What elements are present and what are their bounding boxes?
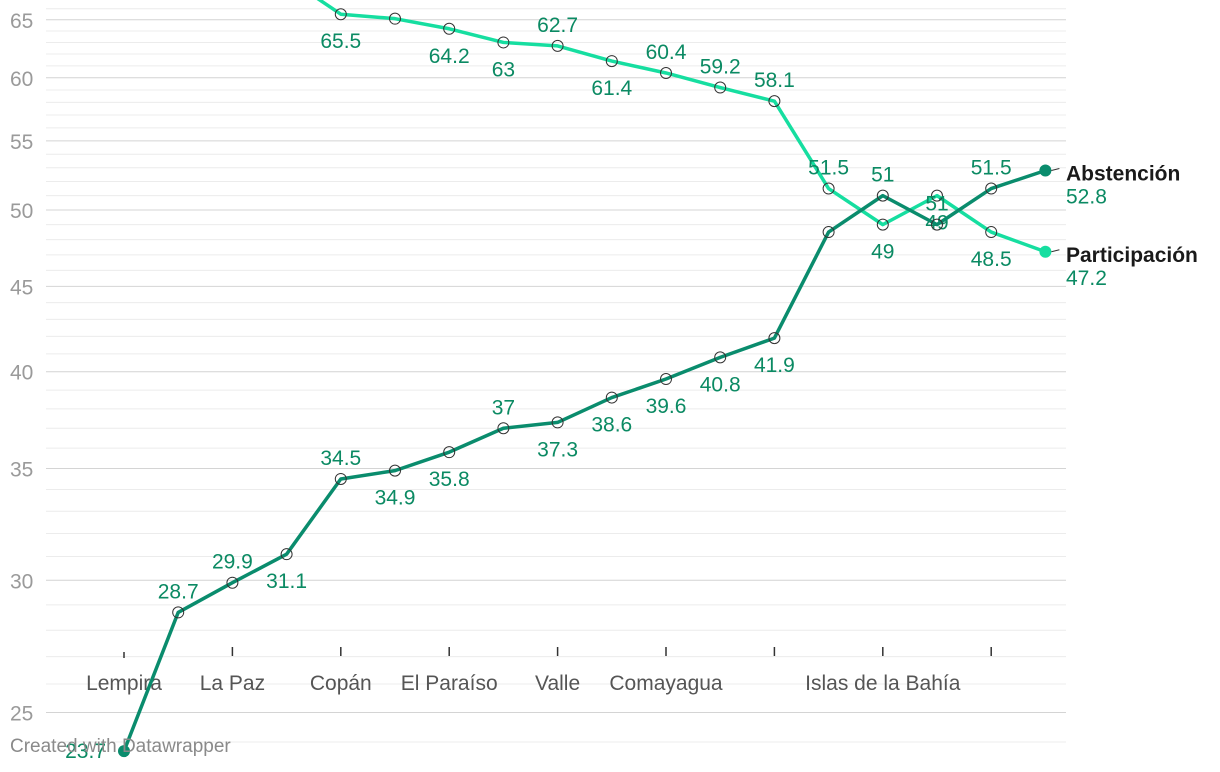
data-point [389, 12, 401, 25]
data-point [551, 39, 564, 52]
data-label: 38.6 [591, 414, 632, 437]
data-label: 41.9 [754, 354, 795, 377]
data-point [226, 576, 239, 589]
series-participación: 76.371.370.168.965.564.26362.761.460.459… [212, 0, 1198, 290]
data-label: 48.5 [971, 248, 1012, 271]
data-point [334, 472, 347, 485]
data-label: 37.3 [537, 438, 578, 461]
data-label: 65.5 [320, 30, 361, 53]
data-point [551, 416, 564, 429]
data-point [660, 373, 672, 386]
data-point [876, 189, 889, 202]
data-label: 35.8 [429, 468, 470, 491]
data-point [1039, 164, 1052, 177]
data-point [931, 189, 943, 202]
data-point [1039, 245, 1052, 258]
data-point [605, 55, 618, 68]
data-label: 60.4 [646, 41, 687, 64]
data-point [118, 745, 130, 758]
data-point [822, 182, 835, 195]
series-abstención: 23.7 28.7 29.9 31.1 34.5 34.9 35.8 37 37.3 38.6 39… [65, 157, 1180, 764]
series-line [316, 0, 1046, 254]
data-point [985, 226, 998, 239]
y-tick-label: 60 [10, 68, 33, 91]
data-label: 70.1 [212, 0, 253, 4]
y-tick-label: 55 [10, 131, 33, 154]
data-point [985, 182, 998, 195]
data-label: 23.7 [65, 740, 106, 763]
data-point [443, 446, 456, 459]
series-name-label: Participación [1066, 244, 1198, 267]
data-point [389, 464, 401, 477]
data-label: 52.8 [1066, 185, 1107, 208]
data-label: 59.2 [700, 56, 741, 79]
minor-gridlines [46, 8, 1066, 743]
series-line [122, 168, 1046, 752]
data-point [822, 226, 835, 239]
y-tick-label: 45 [10, 276, 33, 299]
data-label: 40.8 [700, 373, 741, 396]
data-point [497, 36, 510, 49]
data-label: 62.7 [537, 14, 578, 37]
data-point [605, 391, 618, 404]
datawrapper-credit: Created with Datawrapper [10, 736, 231, 757]
data-point [497, 422, 510, 435]
data-label: 51 [871, 164, 894, 187]
y-tick-label: 50 [10, 200, 33, 223]
series-name-label: Abstención [1066, 162, 1180, 185]
data-label: 49 [871, 241, 894, 264]
data-point [443, 22, 456, 35]
data-label: 51.5 [808, 157, 849, 180]
data-point [172, 606, 185, 619]
label-connector [1051, 167, 1060, 171]
y-tick-label: 25 [10, 702, 33, 725]
data-label: 37 [492, 396, 515, 419]
y-tick-label: 40 [10, 362, 33, 385]
data-point [768, 332, 781, 345]
data-label: 64.2 [429, 45, 470, 68]
label-connector [1051, 249, 1060, 253]
data-label: 51.5 [971, 157, 1012, 180]
x-tick-label: La Paz [200, 672, 265, 695]
data-point [768, 95, 781, 108]
data-point [931, 218, 943, 231]
data-point [280, 548, 293, 561]
data-label: 51 [925, 193, 948, 216]
y-axis: 2530354045505560657075 [10, 10, 1066, 725]
data-label: 47.2 [1066, 267, 1107, 290]
data-label: 28.7 [158, 580, 199, 603]
x-axis: Lempira La Paz Copán El Paraíso Valle Comayag… [86, 647, 992, 695]
y-tick-label: 30 [10, 570, 33, 593]
data-label: 34.5 [320, 447, 361, 470]
data-label: 34.9 [375, 487, 416, 510]
x-tick-label: Valle [535, 672, 580, 695]
x-tick-label: Comayagua [609, 672, 723, 695]
data-label: 58.1 [754, 69, 795, 92]
data-label: 63 [492, 58, 515, 81]
data-label: 29.9 [212, 551, 253, 574]
data-point [334, 8, 347, 21]
x-tick-label: Islas de la Bahía [805, 672, 961, 695]
data-label: 31.1 [266, 570, 307, 593]
data-point [660, 66, 672, 79]
x-tick-label: El Paraíso [401, 672, 498, 695]
data-label: 61.4 [591, 77, 632, 100]
data-point [876, 218, 889, 231]
y-tick-label: 65 [10, 10, 33, 33]
data-point [714, 81, 727, 94]
x-tick-label: Lempira [86, 672, 162, 695]
data-label: 39.6 [646, 395, 687, 418]
y-tick-label: 35 [10, 459, 33, 482]
data-point [714, 351, 727, 364]
x-tick-label: Copán [310, 672, 372, 695]
